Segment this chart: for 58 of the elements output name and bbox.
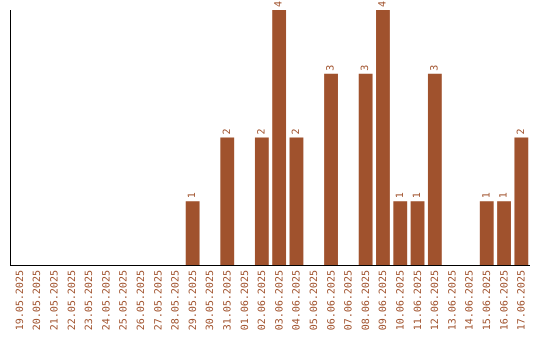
bar bbox=[358, 74, 373, 265]
x-tick-label: 14.06.2025 bbox=[464, 270, 476, 330]
x-tick-label: 16.06.2025 bbox=[499, 270, 510, 330]
x-tick-label: 01.06.2025 bbox=[240, 270, 251, 330]
bar bbox=[290, 138, 304, 265]
x-tick-label: 13.06.2025 bbox=[447, 270, 458, 330]
x-tick-label: 28.05.2025 bbox=[170, 270, 182, 330]
x-tick-label: 26.05.2025 bbox=[136, 270, 147, 330]
data-label: 2 bbox=[290, 128, 302, 134]
x-tick-label: 23.05.2025 bbox=[84, 270, 96, 330]
data-label: 3 bbox=[360, 64, 372, 71]
bar bbox=[410, 201, 424, 265]
bar bbox=[480, 201, 494, 265]
data-label: 1 bbox=[187, 192, 198, 198]
x-tick-label: 10.06.2025 bbox=[396, 270, 406, 330]
x-tick-label: 29.05.2025 bbox=[188, 270, 199, 330]
bar bbox=[186, 201, 200, 265]
bar bbox=[324, 74, 338, 265]
bar bbox=[254, 138, 269, 265]
x-tick-label: 20.05.2025 bbox=[32, 270, 44, 330]
data-label: 2 bbox=[222, 128, 233, 134]
x-tick-label: 15.06.2025 bbox=[482, 270, 493, 330]
x-tick-label: 19.05.2025 bbox=[14, 270, 26, 330]
bar bbox=[376, 10, 390, 265]
x-tick-label: 30.05.2025 bbox=[205, 270, 216, 330]
data-label: 1 bbox=[412, 192, 424, 198]
data-label: 1 bbox=[481, 192, 492, 198]
x-tick-label: 24.05.2025 bbox=[101, 270, 112, 330]
x-tick-label: 11.06.2025 bbox=[412, 270, 424, 330]
data-label: 3 bbox=[326, 64, 337, 71]
x-tick-label: 27.05.2025 bbox=[153, 270, 164, 330]
bar bbox=[514, 138, 528, 265]
x-tick-label: 31.05.2025 bbox=[222, 270, 234, 330]
x-tick-label: 03.06.2025 bbox=[274, 270, 286, 330]
x-tick-label: 04.06.2025 bbox=[292, 270, 303, 330]
data-label: 4 bbox=[274, 0, 285, 7]
x-tick-label: 07.06.2025 bbox=[344, 270, 355, 330]
x-tick-label: 17.06.2025 bbox=[516, 270, 528, 330]
data-label: 2 bbox=[516, 128, 527, 134]
bar bbox=[428, 74, 442, 265]
x-tick-label: 02.06.2025 bbox=[257, 270, 268, 330]
x-tick-label: 09.06.2025 bbox=[378, 270, 390, 330]
data-label: 3 bbox=[429, 64, 440, 71]
bar bbox=[497, 201, 511, 265]
x-tick-label: 06.06.2025 bbox=[326, 270, 338, 330]
x-tick-label: 21.05.2025 bbox=[50, 270, 60, 330]
x-tick-label: 22.05.2025 bbox=[66, 270, 78, 330]
data-label: 2 bbox=[256, 128, 268, 134]
x-tick-label: 12.06.2025 bbox=[430, 270, 442, 330]
x-tick-label: 25.05.2025 bbox=[118, 270, 130, 330]
data-label: 1 bbox=[394, 192, 406, 198]
bar bbox=[393, 201, 408, 265]
bar bbox=[272, 10, 286, 265]
data-label: 1 bbox=[498, 192, 510, 198]
x-tick-label: 08.06.2025 bbox=[360, 270, 372, 330]
bar bbox=[220, 138, 234, 265]
data-label: 4 bbox=[377, 0, 388, 7]
x-tick-label: 05.06.2025 bbox=[309, 270, 320, 330]
